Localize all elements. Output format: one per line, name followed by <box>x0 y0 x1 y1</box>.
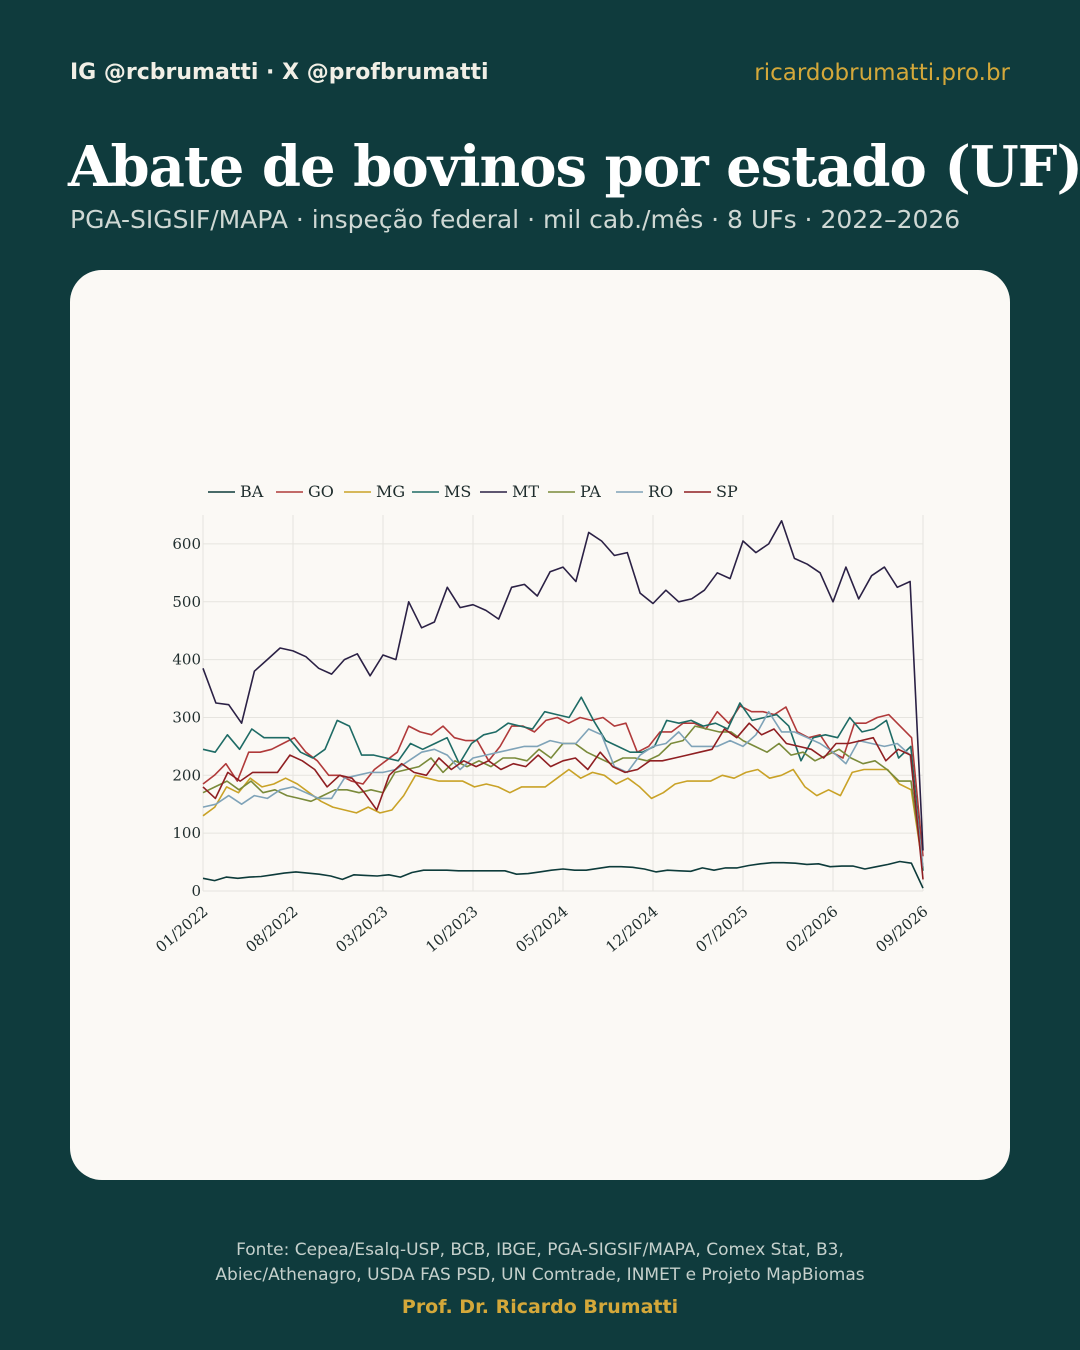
series-line-sp <box>202 722 924 880</box>
chart-card: 0 100 200 300 400 500 600 01/2022 08/2022 03/2023… <box>70 270 1010 1180</box>
x-tick-label: 02/2026 <box>782 902 841 956</box>
legend-item-ba: BA <box>208 482 264 501</box>
legend-label: PA <box>580 482 601 501</box>
legend-label: RO <box>648 482 673 501</box>
x-tick-label: 01/2022 <box>152 902 211 956</box>
line-chart: 0 100 200 300 400 500 600 01/2022 08/2022 03/2023… <box>152 482 931 956</box>
legend-item-mt: MT <box>480 482 539 501</box>
author-credit: Prof. Dr. Ricardo Brumatti <box>401 1296 679 1318</box>
series-line-go <box>202 705 924 857</box>
series-line-ro <box>202 710 924 868</box>
x-tick-label: 07/2025 <box>692 902 751 956</box>
y-tick-label: 400 <box>172 651 201 669</box>
legend-item-go: GO <box>276 482 334 501</box>
y-tick-label: 500 <box>172 593 201 611</box>
y-tick-label: 100 <box>172 824 201 842</box>
y-tick-label: 0 <box>191 882 201 900</box>
legend-label: MG <box>376 482 405 501</box>
page-subtitle: PGA-SIGSIF/MAPA · inspeção federal · mil… <box>70 205 961 234</box>
legend-item-ms: MS <box>412 482 471 501</box>
legend-item-sp: SP <box>684 482 738 501</box>
series-line-ba <box>202 860 924 889</box>
x-tick-label: 12/2024 <box>602 902 661 956</box>
series-line-mg <box>202 768 924 869</box>
social-handles: IG @rcbrumatti · X @profbrumatti <box>70 60 489 85</box>
x-tick-label: 08/2022 <box>242 902 301 956</box>
page-title: Abate de bovinos por estado (UF) <box>68 134 1080 200</box>
source-line-2: Abiec/Athenagro, USDA FAS PSD, UN Comtra… <box>215 1265 865 1285</box>
legend-label: BA <box>240 482 264 501</box>
legend-item-pa: PA <box>548 482 601 501</box>
website-link[interactable]: ricardobrumatti.pro.br <box>754 60 1010 86</box>
x-tick-label: 10/2023 <box>422 902 481 956</box>
y-tick-label: 600 <box>172 535 201 553</box>
y-tick-label: 200 <box>172 766 201 784</box>
x-tick-label: 09/2026 <box>872 902 931 956</box>
x-tick-label: 03/2023 <box>332 902 391 956</box>
x-tick-label: 05/2024 <box>512 902 571 956</box>
series-line-mt <box>202 520 924 851</box>
y-tick-label: 300 <box>172 708 201 726</box>
legend-item-ro: RO <box>616 482 673 501</box>
source-note: Fonte: Cepea/Esalq-USP, BCB, IBGE, PGA-S… <box>100 1238 980 1288</box>
legend-label: SP <box>716 482 738 501</box>
series-line-ms <box>202 696 924 871</box>
legend-item-mg: MG <box>344 482 405 501</box>
source-line-1: Fonte: Cepea/Esalq-USP, BCB, IBGE, PGA-S… <box>236 1240 844 1260</box>
legend-label: MT <box>512 482 539 501</box>
legend-label: GO <box>308 482 334 501</box>
legend-label: MS <box>444 482 471 501</box>
